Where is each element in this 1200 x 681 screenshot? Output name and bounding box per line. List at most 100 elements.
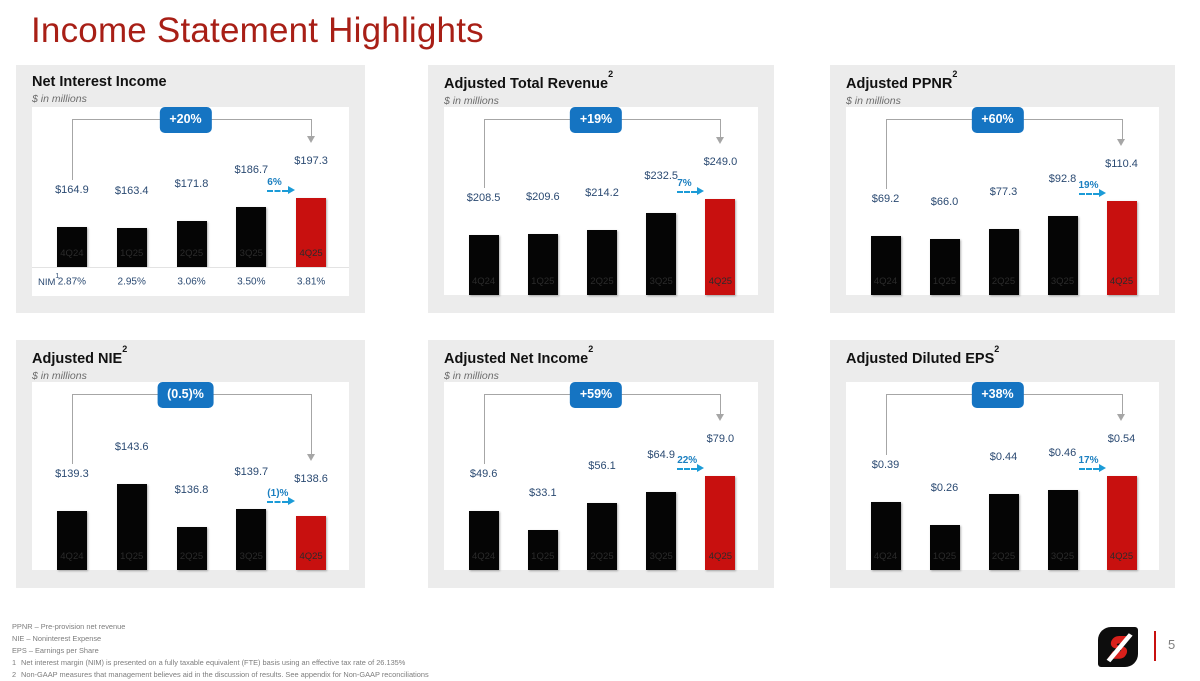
bar-chart: $139.3 4Q24 $143.6 1Q25 $136.8 2Q25 $139.7 3Q25… bbox=[32, 382, 349, 570]
qoq-dashed-line bbox=[677, 467, 698, 470]
x-axis-label: 2Q25 bbox=[590, 276, 614, 287]
x-axis-label: 1Q25 bbox=[531, 551, 555, 562]
qoq-change-arrow: 6% bbox=[267, 177, 296, 198]
bar-value-label: $186.7 bbox=[234, 164, 269, 177]
panel-subtitle: $ in millions bbox=[846, 94, 901, 107]
growth-badge: (0.5)% bbox=[157, 382, 214, 408]
bar bbox=[587, 502, 617, 570]
bar-value-label: $69.2 bbox=[871, 193, 900, 205]
bar-value-label: $0.39 bbox=[871, 459, 900, 472]
bar-column bbox=[116, 133, 147, 267]
qoq-change-arrow: 19% bbox=[1078, 180, 1106, 201]
qoq-change-label: 22% bbox=[677, 454, 698, 466]
bar-column bbox=[296, 408, 327, 570]
panel-subtitle: $ in millions bbox=[444, 94, 499, 107]
bar-column bbox=[646, 133, 677, 295]
company-logo-icon bbox=[1098, 627, 1138, 667]
panel-title: Adjusted Total Revenue2 bbox=[444, 69, 614, 92]
bar-column bbox=[296, 133, 327, 267]
panel-title-footnote-marker: 2 bbox=[588, 344, 594, 355]
bar bbox=[56, 511, 87, 570]
bar-column bbox=[929, 133, 960, 295]
bar bbox=[527, 233, 558, 295]
bar-column bbox=[236, 408, 267, 570]
x-axis-label: 4Q25 bbox=[708, 551, 733, 562]
bar-chart: $164.9 4Q24 $163.4 1Q25 $171.8 2Q25 $186.7 3Q25… bbox=[32, 107, 349, 267]
panel-title: Adjusted Diluted EPS2 bbox=[846, 344, 1000, 367]
bar bbox=[646, 492, 677, 570]
bar-value-label: $49.6 bbox=[469, 467, 498, 480]
qoq-arrowhead-icon bbox=[288, 496, 296, 505]
x-axis-label: 1Q25 bbox=[932, 276, 957, 287]
plot-area: $208.5 4Q24 $209.6 1Q25 $214.2 2Q25 $232.5 3Q25… bbox=[444, 107, 758, 295]
bar-value-label: $33.1 bbox=[529, 487, 557, 500]
bar-value-label: $0.54 bbox=[1107, 433, 1136, 446]
bar-chart: $208.5 4Q24 $209.6 1Q25 $214.2 2Q25 $232.5 3Q25… bbox=[444, 107, 758, 295]
panel-header: Net Interest Income $ in millions bbox=[16, 65, 365, 106]
logo-divider bbox=[1154, 631, 1156, 661]
bar-column bbox=[116, 408, 147, 570]
nim-value: 3.50% bbox=[237, 276, 266, 288]
bar-value-label: $214.2 bbox=[585, 186, 619, 199]
plot-area: $139.3 4Q24 $143.6 1Q25 $136.8 2Q25 $139.7 3Q25… bbox=[32, 382, 349, 570]
x-axis-label: 1Q25 bbox=[531, 276, 555, 287]
x-axis-label: 4Q24 bbox=[873, 276, 898, 287]
x-axis-label: 2Q25 bbox=[179, 248, 204, 259]
bar-value-label: $171.8 bbox=[174, 177, 209, 190]
nim-row: NIM1 2.87% 2.95% 3.06% 3.50% 3.81% bbox=[32, 267, 349, 296]
qoq-dashed-line bbox=[677, 190, 698, 193]
bar bbox=[176, 527, 207, 570]
x-axis-label: 3Q25 bbox=[239, 551, 263, 562]
bar-column bbox=[468, 133, 499, 295]
bar-value-label: $164.9 bbox=[55, 183, 89, 196]
footnote-marker: 1 bbox=[12, 657, 17, 667]
bar-column bbox=[988, 133, 1019, 295]
qoq-change-label: 6% bbox=[267, 176, 282, 188]
bar-current-quarter bbox=[1106, 476, 1137, 570]
bar-current-quarter bbox=[1106, 200, 1137, 295]
panel-title-footnote-marker: 2 bbox=[122, 344, 128, 355]
x-axis-label: 4Q25 bbox=[1109, 276, 1134, 287]
bar bbox=[870, 236, 901, 295]
bar-value-label: $64.9 bbox=[647, 449, 675, 462]
bar bbox=[587, 229, 617, 295]
bar-value-label: $139.3 bbox=[55, 468, 89, 481]
bar-value-label: $92.8 bbox=[1048, 172, 1077, 185]
bar-column bbox=[705, 133, 736, 295]
panel-header: Adjusted Total Revenue2 $ in millions bbox=[428, 65, 774, 108]
bar bbox=[929, 524, 960, 570]
bar-column bbox=[988, 408, 1019, 570]
nim-value: 2.87% bbox=[57, 276, 87, 288]
x-axis-label: 4Q24 bbox=[471, 276, 496, 287]
panel-header: Adjusted PPNR2 $ in millions bbox=[830, 65, 1175, 108]
panel-header: Adjusted Net Income2 $ in millions bbox=[428, 340, 774, 383]
chart-panel-adjusted-diluted-eps: Adjusted Diluted EPS2 $0.39 4Q24 $0.26 1Q25 $… bbox=[830, 340, 1175, 588]
x-axis-label: 4Q25 bbox=[1109, 551, 1134, 562]
page-title: Income Statement Highlights bbox=[31, 11, 484, 50]
bar-value-label: $110.4 bbox=[1105, 157, 1138, 170]
bar bbox=[1047, 215, 1078, 295]
bar-chart: $0.39 4Q24 $0.26 1Q25 $0.44 2Q25 $0.46 3Q25 $0.5… bbox=[846, 382, 1159, 570]
bar-column bbox=[587, 133, 617, 295]
panel-subtitle: $ in millions bbox=[444, 369, 499, 382]
bar-value-label: $0.46 bbox=[1048, 447, 1077, 460]
bar-column bbox=[705, 408, 736, 570]
x-axis-label: 2Q25 bbox=[590, 551, 614, 562]
panel-title: Adjusted NIE2 bbox=[32, 344, 128, 367]
bar bbox=[468, 234, 499, 295]
panel-subtitle: $ in millions bbox=[32, 92, 87, 105]
growth-badge: +59% bbox=[569, 382, 623, 408]
chart-panel-adjusted-nie: Adjusted NIE2 $ in millions $139.3 4Q24 $143… bbox=[16, 340, 365, 588]
x-axis-label: 4Q25 bbox=[299, 248, 323, 259]
qoq-dashed-line bbox=[267, 500, 289, 503]
qoq-arrowhead-icon bbox=[288, 185, 296, 194]
growth-badge: +60% bbox=[971, 107, 1024, 133]
growth-badge: +38% bbox=[971, 382, 1024, 408]
footnote-text: Net interest margin (NIM) is presented o… bbox=[21, 657, 406, 667]
qoq-change-label: 19% bbox=[1078, 179, 1099, 191]
bar-column bbox=[870, 408, 901, 570]
x-axis-label: 3Q25 bbox=[649, 276, 673, 287]
x-axis-label: 3Q25 bbox=[649, 551, 673, 562]
x-axis-label: 3Q25 bbox=[239, 248, 263, 259]
qoq-arrowhead-icon bbox=[1098, 188, 1106, 197]
